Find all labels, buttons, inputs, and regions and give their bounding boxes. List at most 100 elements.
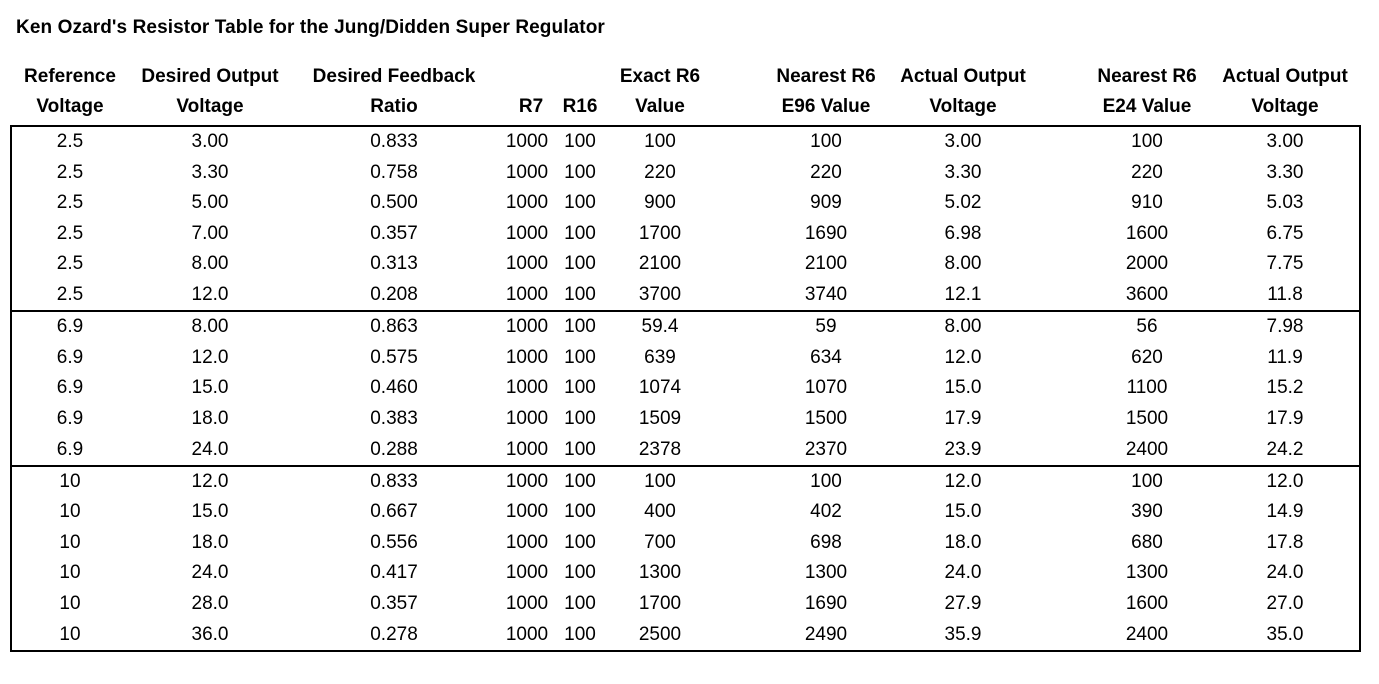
column-header-line: Ratio xyxy=(370,96,418,117)
table-cell-e96_out: 5.02 xyxy=(944,192,982,214)
table-cell-exact_r6: 1300 xyxy=(638,562,682,584)
table-cell-r7: 1000 xyxy=(505,438,549,460)
table-cell-r7: 1000 xyxy=(505,623,549,645)
table-cell-desired_out: 8.00 xyxy=(191,253,229,275)
table-cell-r7: 1000 xyxy=(505,161,549,183)
table-cell-e24_out: 12.0 xyxy=(1266,470,1304,492)
table-cell-e24_out: 24.2 xyxy=(1266,438,1304,460)
table-row: 10 36.0 0.278 1000 100 2500 2490 35.9 2400 35.0 xyxy=(0,620,1379,651)
table-cell-e96_r6: 100 xyxy=(810,470,842,492)
table-cell-ratio: 0.556 xyxy=(370,531,418,553)
column-header-r16: R16 xyxy=(563,62,598,122)
table-cell-r16: 100 xyxy=(564,531,596,553)
table-cell-r7: 1000 xyxy=(505,470,549,492)
table-cell-e96_out: 15.0 xyxy=(944,377,982,399)
table-cell-e24_r6: 56 xyxy=(1136,316,1158,338)
column-header-line: Nearest R6 xyxy=(1097,66,1197,87)
table-cell-e24_out: 7.98 xyxy=(1266,316,1304,338)
table-cell-r7: 1000 xyxy=(505,253,549,275)
column-header-line: E24 Value xyxy=(1102,96,1192,117)
column-header-line: Actual Output xyxy=(1222,66,1348,87)
table-cell-r16: 100 xyxy=(564,253,596,275)
table-cell-ratio: 0.208 xyxy=(370,284,418,305)
table-cell-e24_r6: 1300 xyxy=(1125,562,1169,584)
table-row: 2.5 3.00 0.833 1000 100 100 100 3.00 100 3.00 xyxy=(0,127,1379,158)
table-cell-ref: 10 xyxy=(59,470,81,492)
table-cell-e96_r6: 1070 xyxy=(804,377,848,399)
table-cell-ratio: 0.500 xyxy=(370,192,418,214)
table-cell-ratio: 0.833 xyxy=(370,470,418,492)
table-cell-ref: 10 xyxy=(59,593,81,614)
table-cell-e96_out: 15.0 xyxy=(944,501,982,523)
table-cell-desired_out: 12.0 xyxy=(191,346,229,368)
column-header-e24_out: Actual Output Voltage xyxy=(1222,62,1348,122)
table-cell-e24_out: 27.0 xyxy=(1266,593,1304,614)
table-cell-e96_r6: 698 xyxy=(810,531,842,553)
table-cell-exact_r6: 100 xyxy=(644,470,676,492)
table-cell-ref: 10 xyxy=(59,531,81,553)
table-cell-e96_out: 18.0 xyxy=(944,531,982,553)
column-header-e24_r6: Nearest R6 E24 Value xyxy=(1097,62,1196,122)
table-cell-e96_out: 17.9 xyxy=(944,407,982,429)
table-cell-desired_out: 18.0 xyxy=(191,531,229,553)
table-cell-desired_out: 24.0 xyxy=(191,438,229,460)
table-cell-exact_r6: 2100 xyxy=(638,253,682,275)
table-cell-e24_r6: 390 xyxy=(1131,501,1163,523)
table-cell-r16: 100 xyxy=(564,562,596,584)
table-cell-r16: 100 xyxy=(564,192,596,214)
column-header-line: Voltage xyxy=(36,96,104,117)
table-cell-r16: 100 xyxy=(564,161,596,183)
table-cell-e24_out: 3.30 xyxy=(1266,161,1304,183)
table-cell-ref: 2.5 xyxy=(56,161,84,183)
table-cell-r7: 1000 xyxy=(505,593,549,614)
table-cell-r16: 100 xyxy=(564,222,596,244)
table-cell-exact_r6: 59.4 xyxy=(641,316,679,338)
table-row: 2.5 5.00 0.500 1000 100 900 909 5.02 910 5.03 xyxy=(0,188,1379,219)
column-header-ratio: Desired Feedback Ratio xyxy=(313,62,476,122)
column-header-line xyxy=(519,62,543,92)
table-cell-ratio: 0.288 xyxy=(370,438,418,460)
column-header-desired_out: Desired Output Voltage xyxy=(141,62,278,122)
table-cell-r7: 1000 xyxy=(505,284,549,305)
table-cell-ref: 2.5 xyxy=(56,222,84,244)
column-header-line: Voltage xyxy=(1251,96,1319,117)
table-cell-e96_r6: 59 xyxy=(815,316,837,338)
column-header-line: Exact R6 xyxy=(619,66,701,87)
table-cell-e96_r6: 402 xyxy=(810,501,842,523)
column-header-line: Desired Feedback xyxy=(312,66,476,87)
column-header-line: Reference xyxy=(24,66,116,87)
table-cell-exact_r6: 700 xyxy=(644,531,676,553)
table-cell-r16: 100 xyxy=(564,623,596,645)
table-cell-exact_r6: 3700 xyxy=(638,284,682,305)
table-cell-r16: 100 xyxy=(564,346,596,368)
table-row: 6.9 8.00 0.863 1000 100 59.4 59 8.00 56 7.98 xyxy=(0,312,1379,343)
table-cell-ref: 6.9 xyxy=(56,438,84,460)
table-cell-e96_out: 3.30 xyxy=(944,161,982,183)
table-cell-ratio: 0.758 xyxy=(370,161,418,183)
table-row: 2.5 8.00 0.313 1000 100 2100 2100 8.00 2000 7.75 xyxy=(0,249,1379,280)
table-cell-e96_r6: 1500 xyxy=(804,407,848,429)
table-cell-e96_out: 24.0 xyxy=(944,562,982,584)
table-cell-r7: 1000 xyxy=(505,377,549,399)
table-cell-e24_out: 7.75 xyxy=(1266,253,1304,275)
table-cell-desired_out: 5.00 xyxy=(191,192,229,214)
table-cell-r7: 1000 xyxy=(505,346,549,368)
column-header-line: Actual Output xyxy=(900,66,1026,87)
table-cell-ref: 2.5 xyxy=(56,192,84,214)
table-cell-e96_out: 6.98 xyxy=(944,222,982,244)
table-cell-r7: 1000 xyxy=(505,316,549,338)
column-header-r7: R7 xyxy=(519,62,543,122)
table-cell-r16: 100 xyxy=(564,131,596,152)
table-cell-ref: 2.5 xyxy=(56,253,84,275)
column-header-line: Voltage xyxy=(929,96,997,117)
table-cell-desired_out: 24.0 xyxy=(191,562,229,584)
table-cell-exact_r6: 1700 xyxy=(638,593,682,614)
table-cell-r16: 100 xyxy=(564,470,596,492)
column-header-exact_r6: Exact R6 Value xyxy=(620,62,700,122)
table-cell-exact_r6: 220 xyxy=(644,161,676,183)
table-cell-e24_r6: 680 xyxy=(1131,531,1163,553)
table-cell-e24_r6: 1600 xyxy=(1125,222,1169,244)
column-header-line: Desired Output xyxy=(141,66,279,87)
column-header-line: R16 xyxy=(562,96,598,117)
table-cell-r16: 100 xyxy=(564,284,596,305)
